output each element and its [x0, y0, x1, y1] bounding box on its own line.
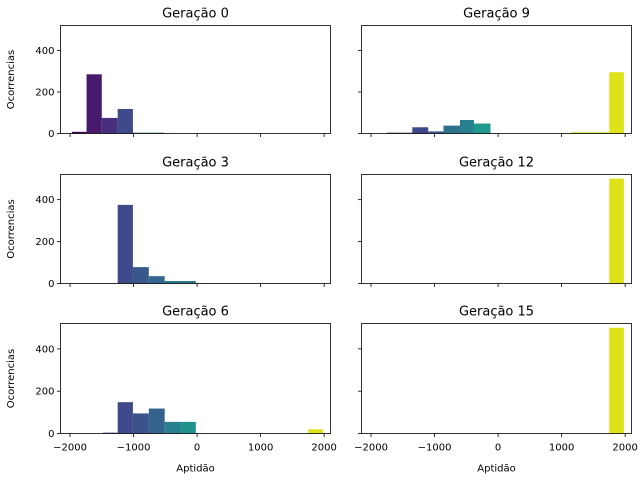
panel-title: Geração 3 [162, 156, 229, 171]
panel-title: Geração 6 [162, 305, 229, 320]
panel-title: Geração 0 [162, 7, 229, 22]
histogram-bar [132, 132, 165, 134]
histogram-bar [412, 127, 429, 134]
y-tick-label: 200 [35, 237, 54, 248]
histogram-bar [101, 117, 118, 134]
histogram-panel: −2000 −1000 0 1000 2000 Geração 15 Aptidão [354, 305, 638, 475]
y-tick-label: 0 [48, 279, 54, 290]
histogram-bar [148, 276, 165, 284]
x-tick-label: −1000 [117, 443, 151, 454]
histogram-bar [117, 108, 133, 134]
histogram-bar [164, 421, 181, 434]
axes-frame [361, 25, 632, 134]
x-tick-label: 2000 [311, 443, 336, 454]
x-axis-label: Aptidão [477, 464, 515, 475]
x-tick-label: −1000 [418, 443, 452, 454]
panel-title: Geração 12 [459, 156, 534, 171]
histogram-bar [459, 120, 474, 134]
y-tick-label: 400 [35, 344, 54, 355]
y-tick-label: 0 [48, 129, 54, 140]
histogram-panel: 0 200 400 Geração 3 Ocorrencias [6, 156, 331, 290]
histogram-bar [86, 74, 102, 134]
histogram-bar [609, 327, 624, 434]
histogram-bar [148, 408, 165, 434]
histogram-bar [117, 204, 133, 284]
x-tick-label: −2000 [354, 443, 388, 454]
histogram-bar [473, 123, 491, 134]
x-tick-label: 1000 [248, 443, 273, 454]
x-tick-label: 2000 [612, 443, 637, 454]
histogram-bar [103, 432, 118, 434]
histogram-bar [386, 132, 413, 134]
histogram-panel: 0 200 400 Geração 0 Ocorrencias [6, 7, 331, 140]
x-tick-label: 0 [495, 443, 501, 454]
axes-frame [60, 25, 331, 134]
histogram-panel: Geração 12 [358, 156, 632, 287]
y-axis-label: Ocorrencias [6, 199, 17, 258]
x-tick-label: 0 [194, 443, 200, 454]
histogram-bar [71, 131, 87, 134]
histogram-bar [609, 178, 624, 284]
axes-frame [361, 323, 632, 434]
histogram-panel: −2000 −1000 0 1000 2000 0 200 400 Geração 6 Ocorr… [6, 305, 337, 475]
y-tick-label: 400 [35, 46, 54, 57]
histogram-bar [308, 429, 323, 434]
y-axis-label: Ocorrencias [6, 349, 17, 408]
axes-frame [361, 174, 632, 284]
y-axis-label: Ocorrencias [6, 50, 17, 109]
x-tick-label: −2000 [53, 443, 87, 454]
axes-frame [60, 174, 331, 284]
y-tick-label: 200 [35, 87, 54, 98]
axes-frame [60, 323, 331, 434]
histogram-bar [164, 280, 196, 284]
panel-title: Geração 9 [463, 7, 530, 22]
histogram-bar [132, 413, 149, 434]
x-tick-label: 1000 [549, 443, 574, 454]
histogram-bar [117, 402, 133, 434]
histogram-bar [132, 267, 149, 284]
histogram-bar [180, 421, 196, 434]
x-axis-label: Aptidão [176, 464, 214, 475]
histogram-bar [428, 131, 444, 134]
y-tick-label: 200 [35, 387, 54, 398]
panel-title: Geração 15 [459, 305, 534, 320]
y-tick-label: 0 [48, 429, 54, 440]
histogram-bar [609, 72, 624, 134]
y-tick-label: 400 [35, 195, 54, 206]
histogram-bar [571, 132, 610, 134]
histogram-bar [443, 125, 460, 134]
histogram-panel: Geração 9 [358, 7, 632, 137]
